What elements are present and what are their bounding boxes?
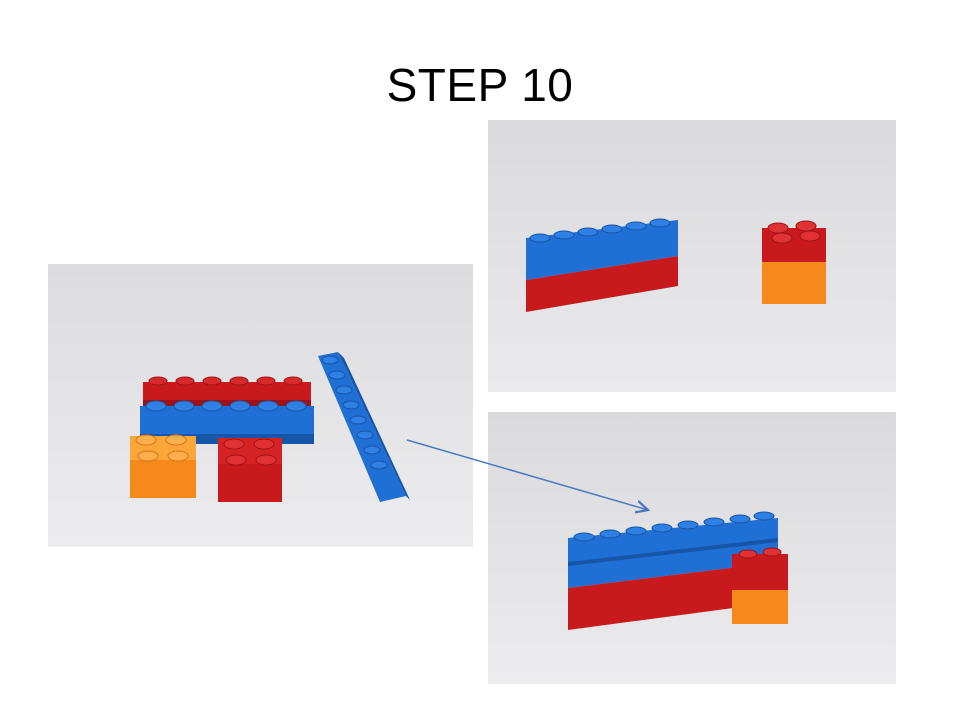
wall-and-tower-photo bbox=[488, 120, 896, 392]
assembled-result-photo bbox=[488, 412, 896, 684]
blue-1x8-brick bbox=[318, 352, 410, 502]
assembled-wall bbox=[568, 511, 778, 630]
slide-title: STEP 10 bbox=[386, 59, 574, 111]
bricks-laid-out-photo bbox=[48, 264, 473, 547]
blue-red-wall bbox=[526, 218, 678, 312]
red-1x6-brick bbox=[143, 376, 311, 406]
assembled-tower bbox=[732, 547, 788, 624]
orange-2x2-brick bbox=[130, 434, 196, 498]
red-2x2-brick bbox=[218, 438, 282, 502]
red-orange-tower bbox=[762, 220, 826, 304]
